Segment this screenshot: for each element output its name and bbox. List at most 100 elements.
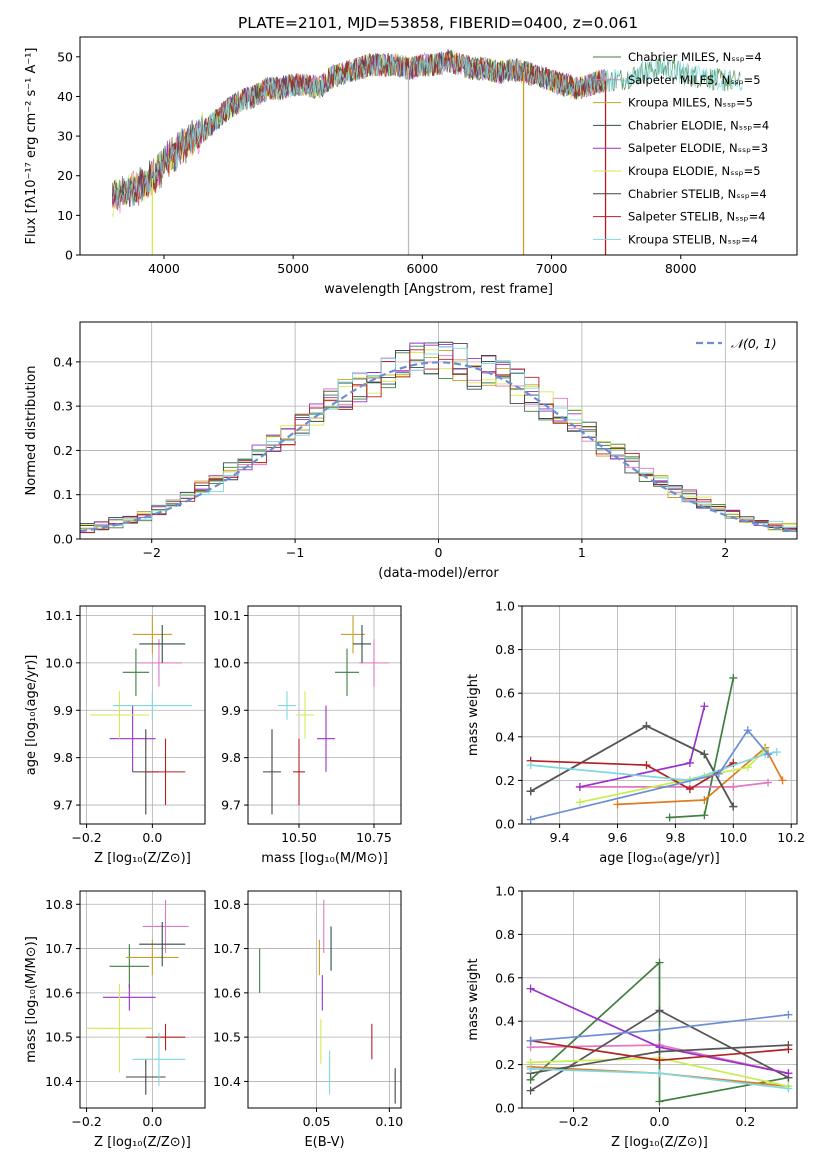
weight-marker (778, 776, 787, 785)
weight-marker (526, 815, 535, 824)
weight-marker (613, 800, 622, 809)
data-point (359, 639, 389, 687)
spectrum-panel: Chabrier MILES, Nₛₛₚ=4 Salpeter MILES, Nₛ… (24, 36, 798, 297)
data-point (145, 738, 186, 806)
data-point (139, 624, 186, 663)
weight-vs-z-panel: −0.2 0.0 0.2 0.0 0.2 0.4 0.6 0.8 1.0 Z [log₁₀(Z/Z… (466, 884, 798, 1150)
y-axis-label: mass [log₁₀(M/M⊙)] (24, 936, 39, 1063)
mass-vs-ebv-panel: 0.05 0.10 10.4 10.5 10.6 10.7 10.8 E(B-V) (213, 890, 403, 1150)
y-tick-label: 0.2 (53, 443, 73, 458)
x-tick-label: 1 (578, 545, 586, 560)
y-tick-label: 1.0 (495, 884, 515, 899)
y-tick-label: 0.2 (495, 773, 515, 788)
y-tick-label: 0.6 (495, 686, 515, 701)
data-point (293, 738, 305, 806)
grid-lines (80, 891, 205, 1108)
legend-label: Chabrier ELODIE, Nₛₛₚ=4 (628, 118, 769, 132)
x-axis-label: wavelength [Angstrom, rest frame] (324, 282, 553, 297)
weight-marker (526, 787, 535, 796)
axes-frame (247, 890, 402, 1109)
x-tick-label: −2 (142, 545, 160, 560)
weight-marker (729, 782, 738, 791)
weight-lines (526, 673, 787, 824)
plot-area (526, 958, 793, 1106)
y-tick-label: 10.7 (45, 941, 73, 956)
weight-marker (655, 1006, 664, 1015)
plot-area: Chabrier MILES, Nₛₛₚ=4 Salpeter MILES, Nₛ… (111, 48, 769, 255)
x-tick-label: 0 (435, 545, 443, 560)
data-point (142, 899, 189, 953)
weight-marker (700, 702, 709, 711)
data-point (132, 615, 173, 654)
legend-label: Salpeter STELIB, Nₛₛₚ=4 (628, 210, 766, 224)
weight-marker (655, 1097, 664, 1106)
x-tick-label: 9.6 (608, 830, 628, 845)
y-tick-label: 10.7 (213, 941, 241, 956)
y-axis-label: age [log₁₀(age/yr)] (24, 655, 39, 776)
x-axis-label: Z [log₁₀(Z/Z⊙)] (611, 1135, 708, 1150)
x-axis-label: age [log₁₀(age/yr)] (599, 851, 720, 866)
weight-marker (700, 811, 709, 820)
x-tick-label: 0.0 (650, 1114, 670, 1129)
x-tick-label: 0.05 (303, 1114, 331, 1129)
data-point (103, 984, 156, 1011)
data-point (126, 1059, 166, 1095)
weight-marker (743, 726, 752, 735)
weight-marker (764, 778, 773, 787)
plot-area (89, 615, 192, 815)
weight-series-line (579, 749, 766, 804)
y-tick-label: 9.9 (53, 703, 73, 718)
x-tick-label: −1 (286, 545, 304, 560)
data-point (139, 922, 186, 967)
axes-frame (79, 605, 206, 825)
grid-lines (522, 605, 797, 825)
x-tick-label: 4000 (148, 261, 180, 276)
data-point (263, 729, 281, 815)
x-axis-label: (data-model)/error (378, 566, 499, 581)
weight-marker (729, 802, 738, 811)
y-tick-label: 0.4 (495, 1014, 515, 1029)
y-tick-label: 0.4 (53, 354, 73, 369)
y-tick-label: 9.8 (53, 750, 73, 765)
spectrum-line (112, 53, 743, 208)
weight-marker (685, 785, 694, 794)
axes: 4000 5000 6000 7000 8000 0 10 20 30 40 50 wavelengt… (24, 36, 798, 297)
axes: −0.2 0.0 0.2 0.0 0.2 0.4 0.6 0.8 1.0 Z [log₁₀(Z/Z… (466, 884, 798, 1150)
y-tick-label: 10.5 (213, 1030, 241, 1045)
x-tick-label: 9.8 (665, 830, 685, 845)
grid-lines (248, 606, 401, 824)
axes-frame (247, 605, 402, 825)
data-point (132, 1032, 186, 1086)
y-tick-label: 0.2 (495, 1057, 515, 1072)
y-tick-label: 10.1 (213, 608, 241, 623)
weight-marker (784, 1010, 793, 1019)
legend: Chabrier MILES, Nₛₛₚ=4 Salpeter MILES, Nₛ… (593, 50, 769, 246)
axes: −0.2 0.0 10.4 10.5 10.6 10.7 10.8 Z [log₁₀(Z/Z⊙… (24, 890, 206, 1150)
y-tick-label: 9.7 (53, 798, 73, 813)
y-tick-label: 10.1 (45, 608, 73, 623)
age-vs-z-panel: −0.2 0.0 9.7 9.8 9.9 10.0 10.1 Z [log₁₀(Z/Z⊙)] a… (24, 605, 206, 866)
weight-marker (700, 750, 709, 759)
error-bars (89, 615, 192, 815)
weight-marker (526, 1036, 535, 1045)
axes: 0.05 0.10 10.4 10.5 10.6 10.7 10.8 E(B-V) (213, 890, 403, 1150)
data-point (335, 648, 359, 697)
y-tick-label: 0.8 (495, 642, 515, 657)
axes: −0.2 0.0 9.7 9.8 9.9 10.0 10.1 Z [log₁₀(Z/Z⊙)] a… (24, 605, 206, 866)
y-axis-label: Flux [fλ10⁻¹⁷ erg cm⁻² s⁻¹ A⁻¹] (24, 48, 39, 245)
plot-area (259, 899, 396, 1104)
mass-vs-z-panel: −0.2 0.0 10.4 10.5 10.6 10.7 10.8 Z [log₁₀(Z/Z⊙… (24, 890, 206, 1150)
y-tick-label: 50 (57, 49, 73, 64)
plot-area: 𝒩(0, 1) (79, 336, 798, 534)
data-point (86, 984, 153, 1073)
y-tick-label: 10.8 (213, 897, 241, 912)
y-tick-label: 1.0 (495, 599, 515, 614)
weight-marker (642, 761, 651, 770)
y-tick-label: 0.0 (53, 532, 73, 547)
data-point (109, 705, 156, 772)
y-tick-label: 30 (57, 129, 73, 144)
y-tick-label: 0.1 (53, 487, 73, 502)
weight-marker (714, 769, 723, 778)
weight-marker (655, 1069, 664, 1078)
weight-lines (526, 958, 793, 1106)
